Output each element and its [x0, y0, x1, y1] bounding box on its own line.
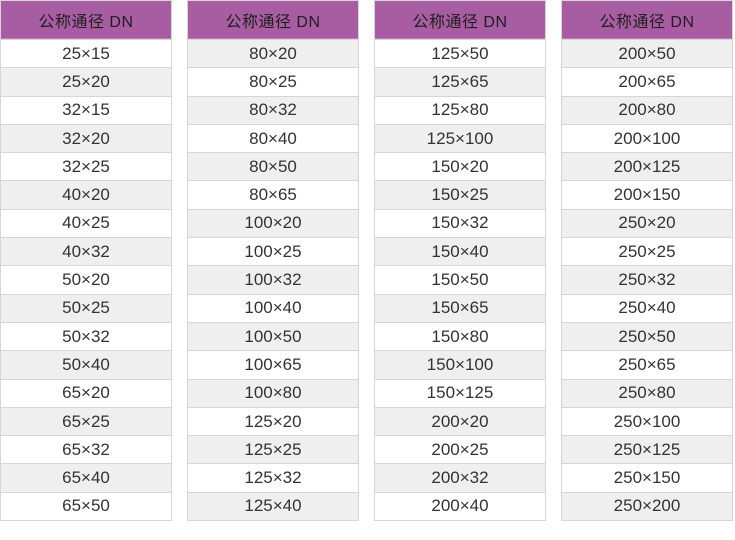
size-cell: 40×25 [1, 208, 171, 238]
size-cell: 100×50 [188, 321, 358, 351]
dn-table-header: 公称通径 DN [562, 1, 732, 39]
size-cell: 200×100 [562, 123, 732, 153]
size-cell: 150×50 [375, 265, 545, 294]
size-cell: 250×40 [562, 293, 732, 322]
dn-table-1: 公称通径 DN 25×15 25×20 32×15 32×20 32×25 40×20 40×… [0, 0, 172, 521]
size-cell: 150×100 [375, 350, 545, 379]
dn-table-2: 公称通径 DN 80×20 80×25 80×32 80×40 80×50 80×65 100… [187, 0, 359, 521]
size-cell: 50×32 [1, 321, 171, 351]
size-cell: 80×50 [188, 152, 358, 181]
size-cell: 100×40 [188, 293, 358, 322]
size-cell: 80×25 [188, 67, 358, 96]
dn-size-tables: 公称通径 DN 25×15 25×20 32×15 32×20 32×25 40×20 40×… [0, 0, 733, 521]
size-cell: 40×20 [1, 180, 171, 209]
size-cell: 125×32 [188, 463, 358, 492]
size-cell: 125×80 [375, 95, 545, 124]
size-cell: 125×40 [188, 491, 358, 521]
size-cell: 250×20 [562, 208, 732, 238]
size-cell: 50×20 [1, 265, 171, 294]
size-cell: 150×80 [375, 321, 545, 351]
size-cell: 80×20 [188, 39, 358, 68]
size-cell: 150×65 [375, 293, 545, 322]
size-cell: 250×100 [562, 406, 732, 436]
size-cell: 100×25 [188, 237, 358, 266]
size-cell: 250×150 [562, 463, 732, 492]
size-cell: 200×40 [375, 491, 545, 521]
size-cell: 200×150 [562, 180, 732, 209]
size-cell: 100×20 [188, 208, 358, 238]
size-cell: 65×25 [1, 406, 171, 436]
size-cell: 150×40 [375, 237, 545, 266]
size-cell: 25×20 [1, 67, 171, 96]
size-cell: 200×32 [375, 463, 545, 492]
size-cell: 250×50 [562, 321, 732, 351]
size-cell: 200×125 [562, 152, 732, 181]
size-cell: 40×32 [1, 237, 171, 266]
size-cell: 125×20 [188, 406, 358, 436]
size-cell: 125×25 [188, 435, 358, 464]
size-cell: 65×50 [1, 491, 171, 521]
size-cell: 65×20 [1, 378, 171, 407]
size-cell: 32×25 [1, 152, 171, 181]
size-cell: 200×20 [375, 406, 545, 436]
dn-table-4: 公称通径 DN 200×50 200×65 200×80 200×100 200×125 2… [561, 0, 733, 521]
size-cell: 250×200 [562, 491, 732, 521]
size-cell: 250×32 [562, 265, 732, 294]
size-cell: 125×50 [375, 39, 545, 68]
size-cell: 125×65 [375, 67, 545, 96]
size-cell: 25×15 [1, 39, 171, 68]
dn-table-header: 公称通径 DN [188, 1, 358, 39]
size-cell: 200×80 [562, 95, 732, 124]
dn-table-3: 公称通径 DN 125×50 125×65 125×80 125×100 150×20 15… [374, 0, 546, 521]
size-cell: 65×32 [1, 435, 171, 464]
size-cell: 100×32 [188, 265, 358, 294]
dn-table-header: 公称通径 DN [1, 1, 171, 39]
size-cell: 250×25 [562, 237, 732, 266]
size-cell: 150×25 [375, 180, 545, 209]
size-cell: 250×125 [562, 435, 732, 464]
dn-table-header: 公称通径 DN [375, 1, 545, 39]
size-cell: 200×25 [375, 435, 545, 464]
size-cell: 80×65 [188, 180, 358, 209]
size-cell: 125×100 [375, 123, 545, 153]
size-cell: 65×40 [1, 463, 171, 492]
size-cell: 200×65 [562, 67, 732, 96]
size-cell: 150×20 [375, 152, 545, 181]
size-cell: 100×65 [188, 350, 358, 379]
size-cell: 50×25 [1, 293, 171, 322]
size-cell: 200×50 [562, 39, 732, 68]
size-cell: 80×40 [188, 123, 358, 153]
size-cell: 80×32 [188, 95, 358, 124]
size-cell: 100×80 [188, 378, 358, 407]
size-cell: 150×125 [375, 378, 545, 407]
size-cell: 50×40 [1, 350, 171, 379]
size-cell: 32×20 [1, 123, 171, 153]
size-cell: 250×80 [562, 378, 732, 407]
size-cell: 250×65 [562, 350, 732, 379]
size-cell: 150×32 [375, 208, 545, 238]
size-cell: 32×15 [1, 95, 171, 124]
